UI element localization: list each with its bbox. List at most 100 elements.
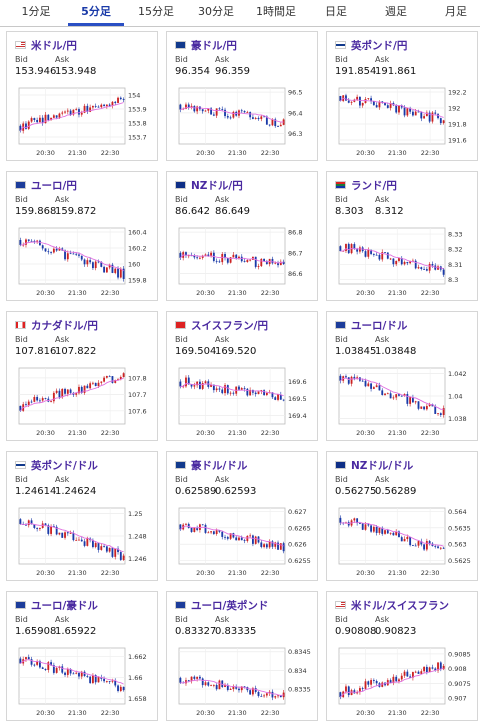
candle-body	[226, 258, 229, 263]
ask-label: Ask	[375, 615, 390, 624]
candle-body	[89, 107, 92, 112]
tab-0[interactable]: 1分足	[21, 5, 51, 18]
candle-body	[372, 526, 375, 532]
bid-label: Bid	[15, 475, 28, 484]
candle-body	[403, 671, 406, 676]
candle-body	[434, 406, 437, 414]
candle-body	[372, 680, 375, 681]
ask-label: Ask	[55, 615, 70, 624]
tab-5[interactable]: 日足	[325, 5, 347, 18]
tab-3[interactable]: 30分足	[198, 5, 234, 18]
pair-name[interactable]: ユーロ/豪ドル	[31, 600, 98, 612]
candle-body	[378, 385, 381, 391]
candle-body	[78, 539, 80, 541]
ask-value: 86.649	[215, 206, 250, 217]
candle-body	[381, 101, 384, 103]
candle-body	[406, 108, 409, 116]
tab-4[interactable]: 1時間足	[256, 5, 296, 18]
pair-name[interactable]: ユーロ/円	[31, 180, 77, 192]
candle-body	[50, 526, 52, 534]
bid-value: 0.62589	[175, 486, 217, 497]
candle-body	[409, 397, 412, 404]
candle-body	[345, 95, 347, 101]
candle-body	[27, 520, 30, 526]
rate-card[interactable]: スイスフラン/円 Bid Ask 169.504 169.520 169.6 169.5 16…	[166, 311, 318, 441]
pair-name[interactable]: 米ドル/円	[31, 40, 77, 52]
pair-name[interactable]: ユーロ/ドル	[351, 320, 408, 332]
candle-body	[229, 117, 232, 119]
rate-card[interactable]: NZドル/円 Bid Ask 86.642 86.649 86.8 86.7 86.6 20:3…	[166, 171, 318, 301]
pair-name[interactable]: NZドル/ドル	[351, 460, 414, 472]
rate-card[interactable]: ランド/円 Bid Ask 8.303 8.312 8.33 8.32 8.31 8.3 20:3…	[326, 171, 478, 301]
rate-card[interactable]: ユーロ/ドル Bid Ask 1.03845 1.03848 1.042 1.04 1.038…	[326, 311, 478, 441]
candle-body	[279, 543, 282, 550]
candle-body	[238, 688, 240, 691]
rate-card[interactable]: ユーロ/英ポンド Bid Ask 0.83327 0.83335 0.8345 0.834 0…	[166, 591, 318, 721]
candle-body	[52, 248, 55, 253]
y-tick-label: 0.834	[288, 667, 307, 675]
tab-6[interactable]: 週足	[385, 5, 407, 18]
candle-body	[190, 255, 193, 257]
pair-name[interactable]: スイスフラン/円	[191, 320, 269, 332]
rate-card[interactable]: ユーロ/豪ドル Bid Ask 1.65908 1.65922 1.662 1.66 1.65…	[6, 591, 158, 721]
candle-body	[423, 268, 425, 270]
pair-name[interactable]: 豪ドル/ドル	[191, 460, 248, 472]
candle-body	[398, 394, 400, 396]
candle-body	[103, 104, 105, 107]
candle-body	[94, 105, 97, 107]
moving-average-line	[340, 667, 444, 698]
candle-body	[117, 685, 119, 691]
candlestick-chart: 192.2 192 191.8 191.6 20:30 21:30 22:30	[338, 87, 467, 157]
rate-card[interactable]: ユーロ/円 Bid Ask 159.868 159.872 160.4 160.2 160 15…	[6, 171, 158, 301]
pair-name[interactable]: 豪ドル/円	[191, 40, 237, 52]
candle-body	[39, 661, 41, 668]
pair-name[interactable]: 米ドル/スイスフラン	[351, 600, 450, 612]
rate-card[interactable]: 豪ドル/ドル Bid Ask 0.62589 0.62593 0.627 0.6265 0.6…	[166, 451, 318, 581]
pair-name[interactable]: ランド/円	[351, 180, 397, 192]
candle-body	[353, 690, 356, 694]
candle-body	[122, 373, 125, 378]
candle-body	[339, 96, 342, 101]
candlestick-chart: 1.25 1.248 1.246 20:30 21:30 22:30	[18, 507, 147, 577]
x-tick-label: 20:30	[196, 429, 215, 437]
candle-body	[442, 665, 445, 670]
bid-label: Bid	[15, 335, 28, 344]
candle-body	[240, 686, 243, 691]
candle-body	[252, 117, 254, 119]
pair-name[interactable]: 英ポンド/円	[351, 40, 408, 52]
candle-body	[271, 119, 274, 126]
candle-body	[61, 532, 64, 538]
candle-body	[94, 382, 97, 386]
rate-card[interactable]: 米ドル/スイスフラン Bid Ask 0.90808 0.90823 0.9085 0.90…	[326, 591, 478, 721]
rate-card[interactable]: 英ポンド/ドル Bid Ask 1.24614 1.24624 1.25 1.248 1.24…	[6, 451, 158, 581]
candle-body	[190, 676, 193, 681]
rate-card[interactable]: 豪ドル/円 Bid Ask 96.354 96.359 96.5 96.4 96.3 20:30…	[166, 31, 318, 161]
pair-name[interactable]: NZドル/円	[191, 180, 243, 192]
pair-name[interactable]: 英ポンド/ドル	[31, 460, 98, 472]
rate-card[interactable]: カナダドル/円 Bid Ask 107.816 107.822 107.8 107.7 107…	[6, 311, 158, 441]
candle-body	[66, 532, 69, 534]
rate-card[interactable]: 英ポンド/円 Bid Ask 191.854 191.861 192.2 192 191.8 1…	[326, 31, 478, 161]
pair-name[interactable]: ユーロ/英ポンド	[191, 600, 269, 612]
rate-card[interactable]: NZドル/ドル Bid Ask 0.56275 0.56289 0.564 0.5635 0.…	[326, 451, 478, 581]
candle-body	[25, 239, 27, 245]
candle-body	[442, 120, 445, 124]
ca-flag-icon	[15, 321, 26, 329]
candle-body	[384, 102, 386, 106]
us-flag-icon	[15, 41, 26, 49]
moving-average-line	[340, 97, 444, 118]
tab-2[interactable]: 15分足	[138, 5, 174, 18]
pair-name[interactable]: カナダドル/円	[31, 320, 98, 332]
candle-body	[83, 541, 86, 546]
candle-body	[370, 249, 372, 254]
candle-body	[254, 256, 257, 267]
candle-body	[52, 665, 55, 673]
candlestick-chart: 86.8 86.7 86.6 20:30 21:30 22:30	[178, 227, 302, 297]
candle-body	[108, 681, 111, 682]
rate-card[interactable]: 米ドル/円 Bid Ask 153.946 153.948 154 153.9 153.8 15…	[6, 31, 158, 161]
tab-1[interactable]: 5分足	[68, 0, 124, 26]
candle-body	[72, 533, 75, 541]
tab-7[interactable]: 月足	[445, 5, 467, 18]
y-tick-label: 86.8	[288, 229, 302, 237]
plot-frame	[338, 647, 446, 705]
